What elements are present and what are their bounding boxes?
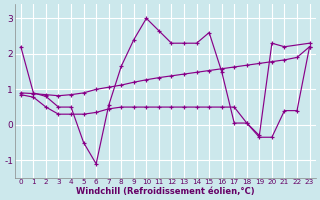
X-axis label: Windchill (Refroidissement éolien,°C): Windchill (Refroidissement éolien,°C) <box>76 187 254 196</box>
